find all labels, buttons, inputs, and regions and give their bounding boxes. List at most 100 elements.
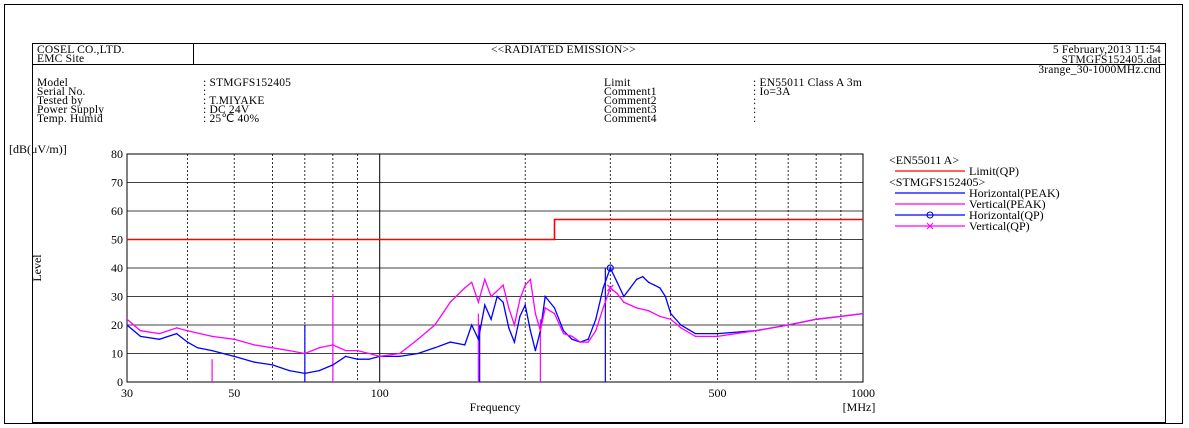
data-point: [623, 295, 625, 298]
site-name: EMC Site: [37, 53, 85, 65]
data-point: [529, 278, 532, 281]
legend-label: Horizontal(PEAK): [969, 186, 1060, 200]
legend-group-title: <EN55011 A>: [889, 153, 959, 167]
series-layer: [127, 218, 863, 382]
data-point: [587, 338, 589, 340]
data-point: [553, 307, 556, 309]
data-point: [417, 352, 419, 355]
data-point: [484, 304, 486, 306]
legend-label: Limit(QP): [969, 164, 1019, 178]
x-tick-label: 30: [121, 386, 133, 400]
data-point: [158, 332, 161, 335]
data-point: [434, 347, 436, 349]
data-point: [694, 332, 697, 335]
info-value-tested: : T.MIYAKE: [203, 95, 265, 107]
company-name: COSEL CO.,LTD.: [37, 44, 125, 56]
info-value-comment2: :: [753, 95, 757, 107]
data-point: [344, 349, 347, 352]
info-label-model: Model: [37, 77, 69, 89]
data-point: [669, 312, 672, 315]
x-tick-label: 100: [371, 386, 389, 400]
data-point: [304, 372, 306, 375]
data-point: [519, 298, 521, 301]
data-point: [539, 330, 542, 332]
series-line: [127, 277, 863, 358]
series-line: [127, 266, 863, 375]
data-point: [196, 347, 199, 349]
x-tick-label: 1000: [851, 386, 875, 400]
data-point: [508, 307, 510, 309]
legend-marker-x: [926, 222, 934, 230]
info-label-serial: Serial No.: [37, 86, 86, 98]
data-point: [669, 318, 672, 320]
data-point: [356, 349, 359, 352]
data-point: [233, 338, 235, 340]
data-point: [344, 355, 347, 358]
info-value-power: : DC 24V: [203, 104, 250, 116]
data-point: [470, 281, 473, 283]
data-file: STMGFS152405.dat: [1061, 54, 1161, 66]
data-point: [562, 332, 565, 335]
data-point: [716, 335, 719, 338]
data-point: [318, 347, 321, 349]
qp-marker-circle: [606, 264, 614, 272]
data-point: [716, 332, 719, 335]
data-point: [318, 369, 321, 372]
legend-group-title: <STMGFS152405>: [889, 175, 985, 189]
data-point: [635, 307, 638, 309]
cond-file: 3range_30-1000MHz.cnd: [1038, 64, 1161, 76]
data-point: [332, 364, 334, 366]
data-point: [524, 304, 526, 306]
data-point: [659, 287, 661, 289]
data-point: [477, 301, 480, 303]
data-point: [399, 355, 401, 358]
data-point: [623, 301, 625, 303]
data-point: [544, 295, 546, 298]
data-point: [449, 341, 452, 343]
data-point: [332, 344, 334, 346]
limit-line: [127, 218, 863, 241]
data-point: [288, 349, 290, 352]
data-point: [508, 327, 510, 329]
y-tick-label: 40: [111, 261, 123, 275]
data-point: [595, 330, 597, 332]
data-point: [571, 335, 573, 338]
qp-marker-x: [606, 284, 614, 292]
data-point: [368, 358, 370, 360]
data-point: [477, 338, 480, 340]
report-datetime: 5 February,2013 11:54: [1052, 44, 1161, 56]
data-point: [211, 335, 213, 338]
data-point: [579, 341, 581, 343]
info-value-model: : STMGFS152405: [203, 77, 292, 89]
data-point: [862, 312, 863, 315]
info-label-temp: Temp. Humid: [37, 113, 103, 125]
company-box: COSEL CO.,LTD. EMC Site: [33, 44, 194, 65]
data-point: [587, 341, 589, 343]
report-header: COSEL CO.,LTD. EMC Site <<RADIATED EMISS…: [33, 44, 1165, 65]
report-frame: COSEL CO.,LTD. EMC Site <<RADIATED EMISS…: [4, 4, 1183, 424]
data-point: [647, 310, 650, 312]
emission-chart: 0 10 20 30 40 50 60 70 80 30 50 100 500 1000 [dB(μV/m)…: [9, 142, 1060, 414]
data-point: [502, 284, 504, 286]
data-point: [399, 352, 401, 355]
data-point: [502, 301, 504, 303]
x-tick-label: 500: [709, 386, 727, 400]
data-point: [629, 287, 632, 289]
data-point: [840, 315, 842, 318]
y-tick-label: 80: [111, 147, 123, 161]
data-point: [253, 344, 255, 346]
data-point: [653, 284, 656, 286]
data-point: [186, 341, 189, 343]
info-value-serial: :: [203, 86, 207, 98]
data-point: [647, 281, 650, 283]
data-point: [616, 292, 618, 295]
y-tick-label: 20: [111, 318, 123, 332]
report-title: <<RADIATED EMISSION>>: [491, 44, 636, 56]
report-sheet: COSEL CO.,LTD. EMC Site <<RADIATED EMISS…: [32, 43, 1166, 423]
data-point: [629, 304, 632, 306]
data-point: [609, 267, 611, 269]
info-label-comment3: Comment3: [604, 104, 657, 116]
data-point: [434, 324, 436, 326]
data-point: [490, 295, 492, 298]
data-point: [175, 327, 178, 329]
